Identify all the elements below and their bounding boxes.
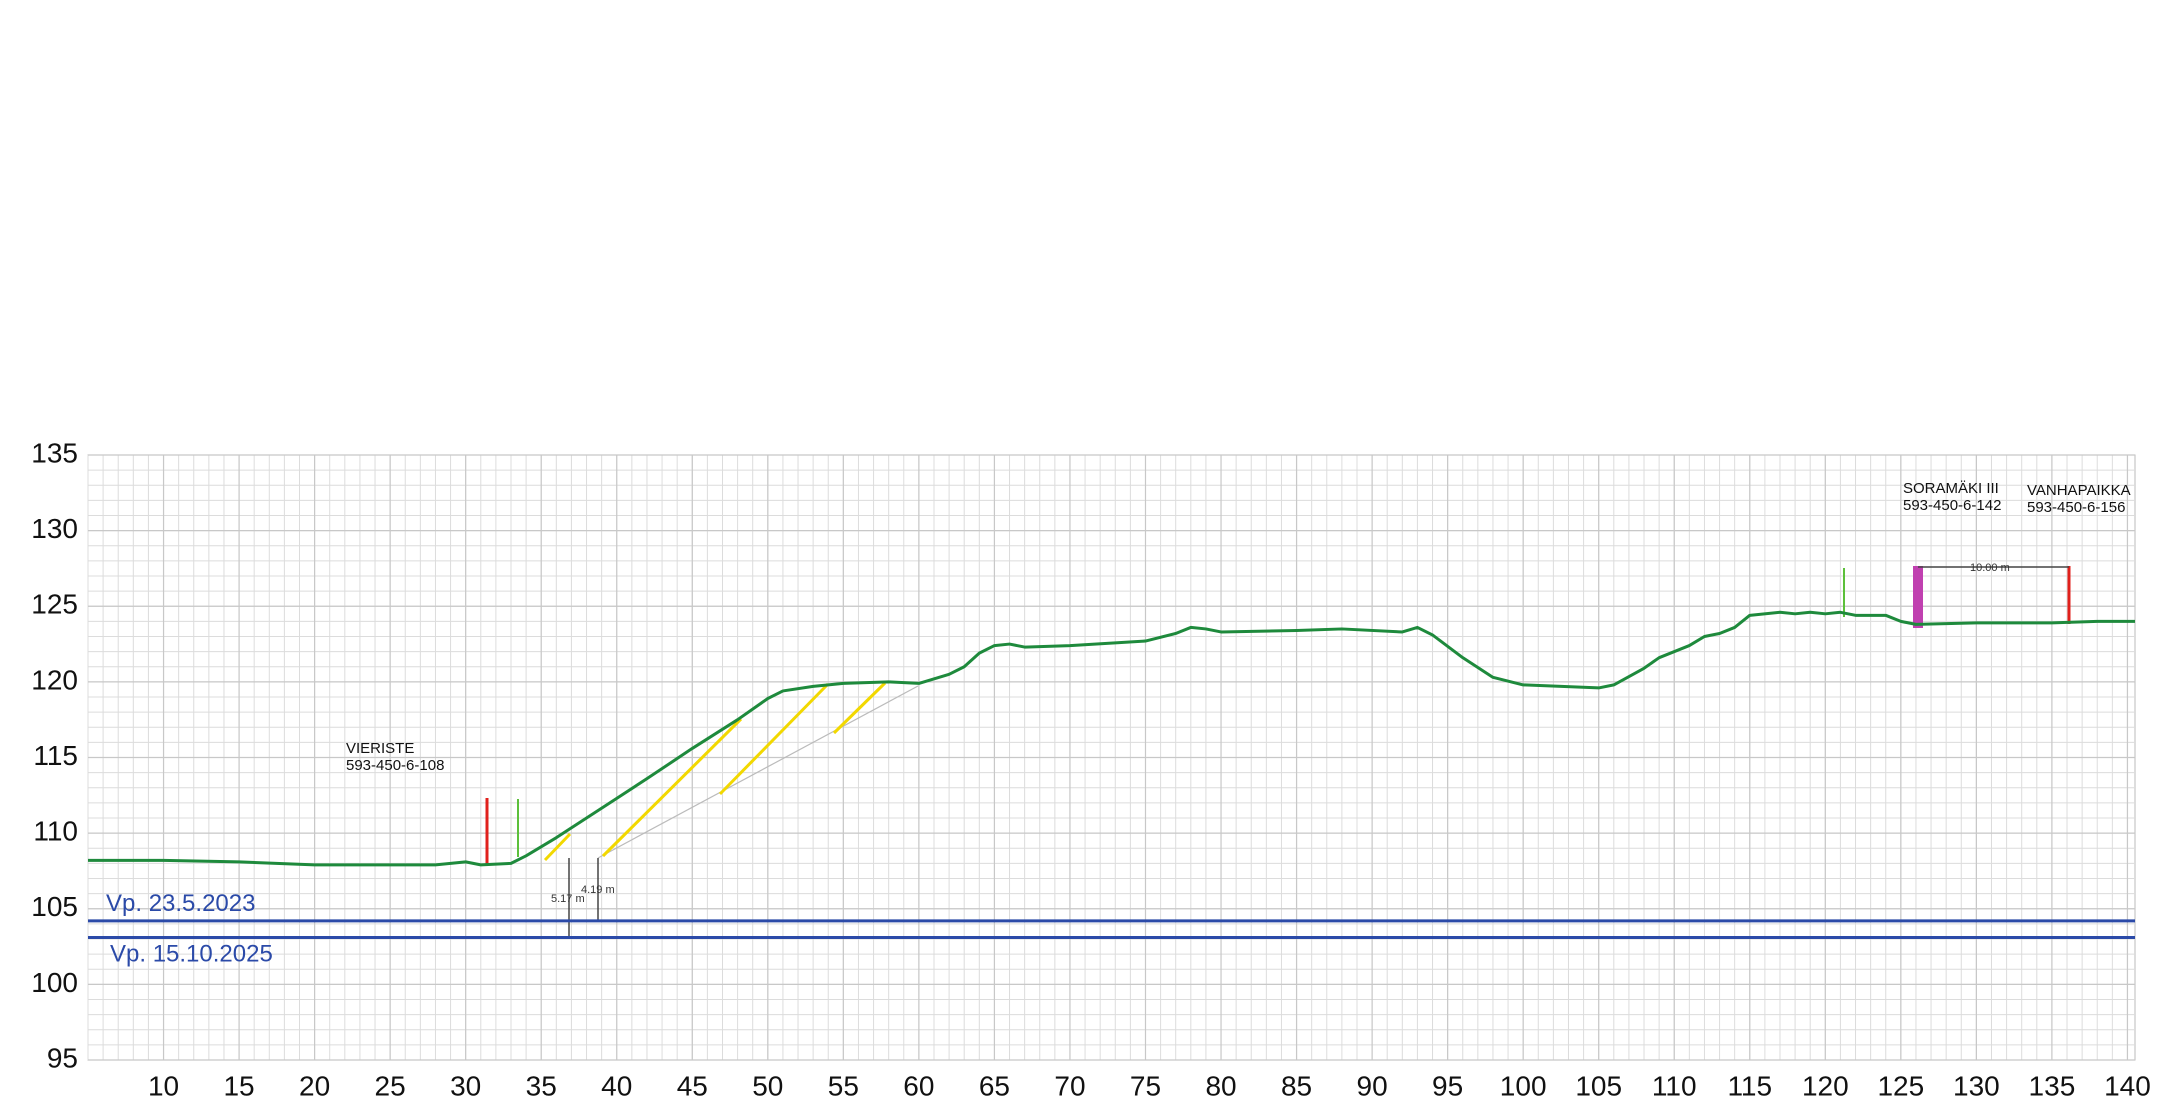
decorations (485, 566, 2071, 936)
x-tick-label: 75 (1130, 1070, 1161, 1101)
slope-guide (597, 685, 919, 859)
x-tick-label: 65 (979, 1070, 1010, 1101)
y-tick-label: 110 (33, 816, 78, 847)
x-tick-label: 10 (148, 1070, 179, 1101)
annotation: VANHAPAIKKA (2027, 482, 2131, 499)
yellow-line (601, 717, 743, 858)
annotation: SORAMÄKI III (1903, 480, 1999, 497)
ground-line (88, 610, 2135, 867)
x-tick-label: 130 (1953, 1070, 2000, 1101)
x-tick-label: 35 (526, 1070, 557, 1101)
y-tick-label: 130 (31, 513, 78, 544)
annotation: 593-450-6-142 (1903, 497, 2001, 514)
annotation: 593-450-6-108 (346, 757, 444, 774)
y-tick-label: 125 (31, 589, 78, 620)
y-tick-label: 115 (33, 740, 78, 771)
annotation: VIERISTE (346, 740, 414, 757)
x-tick-label: 45 (677, 1070, 708, 1101)
y-tick-label: 105 (31, 891, 78, 922)
x-tick-label: 120 (1802, 1070, 1849, 1101)
x-tick-label: 60 (903, 1070, 934, 1101)
y-tick-label: 100 (31, 967, 78, 998)
x-tick-label: 140 (2104, 1070, 2151, 1101)
x-tick-label: 30 (450, 1070, 481, 1101)
annotation: 593-450-6-156 (2027, 499, 2125, 516)
y-tick-label: 120 (31, 664, 78, 695)
yellow-line (718, 682, 830, 796)
x-tick-label: 80 (1205, 1070, 1236, 1101)
water-level-label: Vp. 23.5.2023 (106, 890, 255, 917)
grid (87, 454, 2136, 1061)
plot (88, 610, 2135, 939)
annotation: 10.00 m (1970, 562, 2010, 574)
annotation: 5.17 m (551, 893, 585, 905)
annotation: 4.19 m (581, 884, 615, 896)
x-tick-label: 70 (1054, 1070, 1085, 1101)
yellow-line (832, 681, 887, 735)
x-tick-label: 20 (299, 1070, 330, 1101)
x-tick-label: 85 (1281, 1070, 1312, 1101)
y-tick-label: 135 (31, 437, 78, 468)
x-tick-label: 50 (752, 1070, 783, 1101)
x-tick-label: 100 (1500, 1070, 1547, 1101)
x-tick-label: 40 (601, 1070, 632, 1101)
y-tick-label: 95 (47, 1042, 78, 1073)
x-tick-label: 55 (828, 1070, 859, 1101)
yellow-line (543, 832, 572, 862)
water-level-label: Vp. 15.10.2025 (110, 940, 273, 967)
x-tick-label: 115 (1727, 1070, 1772, 1101)
x-tick-label: 110 (1652, 1070, 1697, 1101)
x-tick-label: 125 (1877, 1070, 1924, 1101)
x-tick-label: 15 (223, 1070, 254, 1101)
x-tick-label: 105 (1575, 1070, 1622, 1101)
x-tick-label: 25 (375, 1070, 406, 1101)
x-tick-label: 95 (1432, 1070, 1463, 1101)
x-tick-label: 135 (2029, 1070, 2076, 1101)
x-tick-label: 90 (1357, 1070, 1388, 1101)
